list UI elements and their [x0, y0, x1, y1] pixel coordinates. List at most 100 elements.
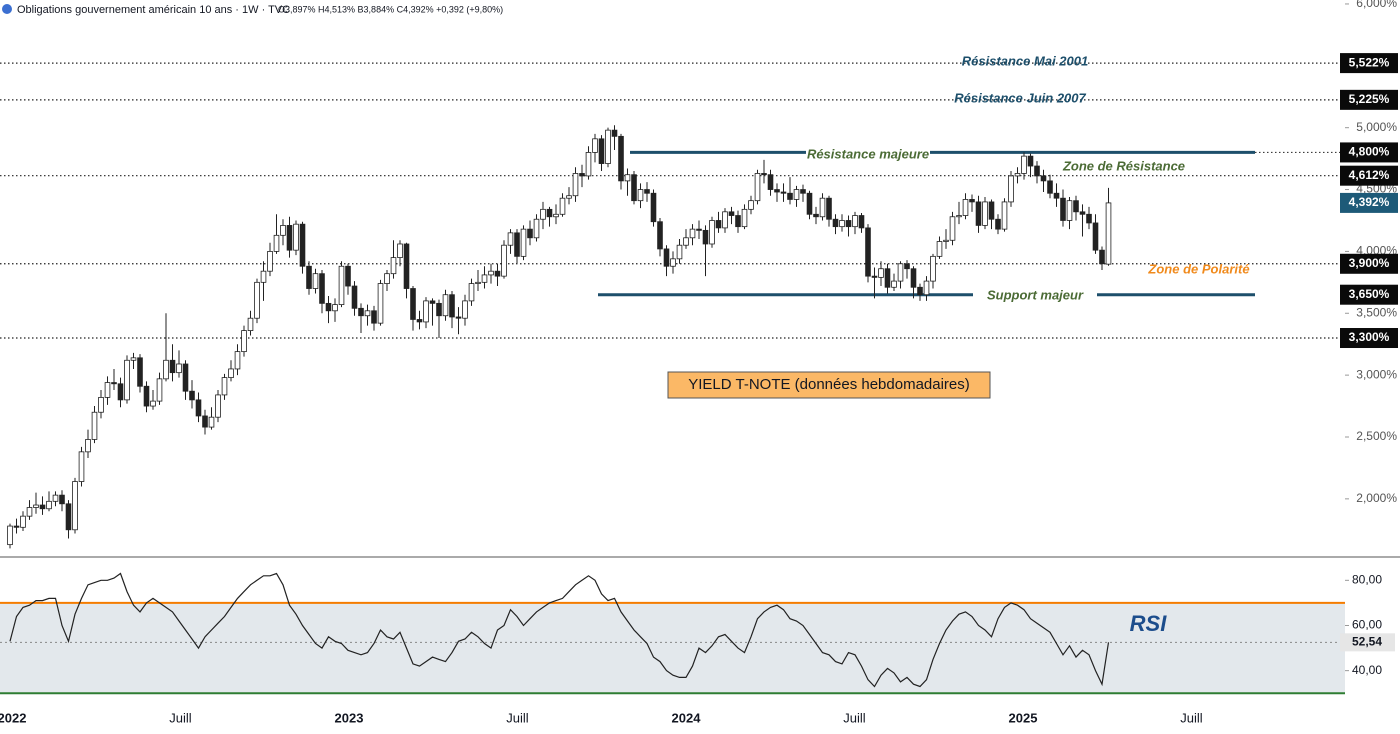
- candle-body: [234, 351, 241, 370]
- candle-body: [111, 382, 117, 385]
- candle-body: [241, 330, 247, 353]
- candle-body: [884, 268, 891, 288]
- candle-body: [787, 192, 793, 200]
- candle-body: [286, 225, 293, 251]
- candle-body: [325, 302, 332, 312]
- candle-body: [637, 189, 644, 202]
- x-tick-label: Juill: [169, 710, 192, 725]
- level-tag: 5,225%: [1349, 92, 1390, 106]
- candle-body: [943, 239, 949, 242]
- candle-body: [345, 265, 351, 287]
- candle-body: [1040, 175, 1047, 182]
- candle-body: [33, 504, 39, 508]
- candle-body: [852, 215, 858, 228]
- candle-body: [748, 200, 754, 210]
- candle-body: [150, 400, 156, 407]
- candle-body: [559, 197, 566, 215]
- candle-body: [338, 265, 345, 306]
- level-tag-bg: [1340, 284, 1398, 305]
- candle-body: [65, 503, 72, 531]
- candle-body: [442, 294, 449, 317]
- y-tick-label: 2,500%: [1356, 429, 1397, 443]
- candle-body: [520, 228, 527, 257]
- candle-body: [995, 218, 1001, 230]
- candle-body: [299, 223, 306, 267]
- annotation: Résistance majeure: [807, 146, 929, 161]
- level-tag: 3,300%: [1349, 330, 1390, 344]
- candle-body: [46, 500, 52, 510]
- candle-body: [936, 241, 943, 257]
- candle-body: [754, 173, 761, 202]
- candle-body: [904, 263, 910, 270]
- candle-body: [137, 357, 143, 387]
- candle-body: [182, 363, 189, 392]
- candle-body: [202, 415, 208, 428]
- candle-body: [1027, 155, 1034, 167]
- candle-body: [1073, 200, 1079, 213]
- candle-body: [858, 215, 865, 229]
- candle-body: [1086, 213, 1092, 224]
- candle-body: [930, 255, 936, 282]
- candle-body: [683, 237, 689, 246]
- candle-body: [1014, 173, 1021, 177]
- candle-body: [988, 201, 995, 220]
- candle-body: [20, 515, 26, 528]
- candle-body: [228, 368, 234, 379]
- level-tag-bg: [1340, 253, 1398, 274]
- candle-body: [631, 174, 637, 202]
- candle-body: [98, 396, 104, 413]
- candle-body: [865, 227, 871, 277]
- candle-body: [598, 138, 605, 164]
- candle-body: [650, 192, 657, 223]
- candle-body: [579, 173, 585, 177]
- candle-body: [845, 220, 852, 228]
- candle-body: [143, 385, 150, 407]
- candle-body: [1021, 155, 1027, 174]
- candle-body: [449, 294, 455, 318]
- candle-body: [728, 211, 735, 216]
- x-tick-label: 2025: [1009, 710, 1038, 725]
- candle-body: [78, 451, 85, 482]
- candle-body: [546, 208, 553, 218]
- candle-body: [176, 363, 182, 374]
- candle-body: [208, 416, 215, 428]
- candle-body: [7, 525, 13, 546]
- candle-body: [507, 232, 514, 246]
- candle-body: [774, 189, 780, 193]
- level-tag-bg: [1340, 53, 1398, 74]
- candle-body: [1047, 180, 1053, 194]
- candle-body: [514, 232, 520, 257]
- annotation-bg: [806, 147, 930, 163]
- candle-body: [312, 273, 319, 289]
- last-price-tag: 4,392%: [1349, 195, 1390, 209]
- candle-body: [962, 199, 969, 216]
- candle-body: [416, 319, 423, 323]
- y-tick-label: 3,500%: [1356, 305, 1397, 319]
- candle-body: [436, 302, 442, 317]
- candle-body: [982, 201, 988, 226]
- annotation: Zone de Résistance: [1062, 158, 1185, 173]
- x-tick-label: Juill: [1180, 710, 1203, 725]
- candle-body: [709, 220, 715, 245]
- title-box: [667, 371, 991, 399]
- y-tick-label: 2,000%: [1356, 491, 1397, 505]
- chart-title: Obligations gouvernement américain 10 an…: [17, 4, 290, 16]
- candle-body: [397, 243, 403, 258]
- candle-body: [455, 316, 462, 319]
- candle-body: [13, 525, 20, 528]
- candle-body: [39, 504, 46, 510]
- candle-body: [423, 300, 429, 323]
- candle-body: [384, 273, 390, 284]
- annotation: Support majeur: [987, 287, 1084, 302]
- x-tick-label: 2023: [335, 710, 364, 725]
- candle-body: [1053, 192, 1060, 199]
- candle-body: [1105, 202, 1112, 265]
- candle-body: [390, 257, 397, 275]
- candle-body: [1034, 165, 1040, 177]
- candle-body: [767, 174, 774, 190]
- candle-body: [351, 285, 358, 309]
- candle-body: [468, 283, 475, 302]
- candle-body: [572, 173, 579, 197]
- candle-body: [72, 481, 78, 531]
- last-price-tag-bg: [1340, 192, 1398, 213]
